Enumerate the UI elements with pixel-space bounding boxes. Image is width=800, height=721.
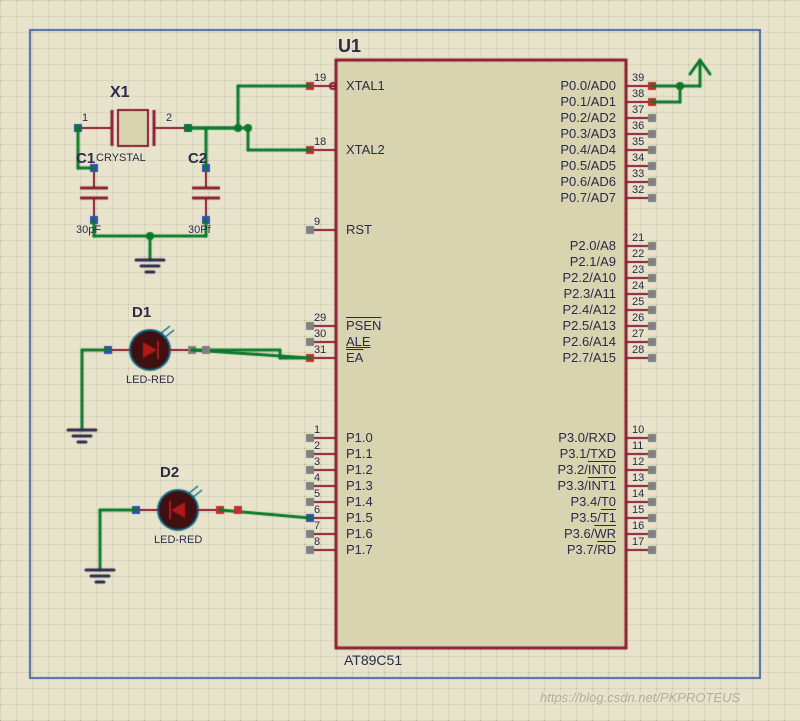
pin-num: 38 (632, 88, 644, 100)
pin-label: P2.0/A8 (570, 238, 616, 253)
pin-num: 34 (632, 152, 644, 164)
pin-label: P0.2/AD2 (560, 110, 616, 125)
pin-num: 3 (314, 456, 320, 468)
pin-num: 4 (314, 472, 320, 484)
pin-label: P3.6/WR (564, 526, 616, 541)
pin-label: P1.0 (346, 430, 373, 445)
pin-label: P3.4/T0 (570, 494, 616, 509)
pin-label: P2.1/A9 (570, 254, 616, 269)
pin-label: P1.2 (346, 462, 373, 477)
pin-label: P3.1/TXD (560, 446, 616, 461)
watermark: https://blog.csdn.net/PKPROTEUS (540, 690, 740, 705)
pin-num: 28 (632, 344, 644, 356)
pin-label: P0.5/AD5 (560, 158, 616, 173)
pin-num: 24 (632, 280, 644, 292)
pin-label: P3.3/INT1 (557, 478, 616, 493)
crystal-refdes: X1 (110, 84, 130, 102)
pin-num: 5 (314, 488, 320, 500)
pin-label: P3.2/INT0 (557, 462, 616, 477)
cap-refdes: C2 (188, 150, 207, 167)
pin-label: ALE (346, 334, 371, 349)
pin-num: 29 (314, 312, 326, 324)
pin-label: P0.4/AD4 (560, 142, 616, 157)
pin-num: 22 (632, 248, 644, 260)
pin-label: XTAL2 (346, 142, 385, 157)
pin-num: 2 (314, 440, 320, 452)
pin-num: 18 (314, 136, 326, 148)
pin-label: P1.5 (346, 510, 373, 525)
led-label: LED-RED (154, 534, 202, 546)
crystal-label: CRYSTAL (96, 152, 146, 164)
cap-refdes: C1 (76, 150, 95, 167)
pin-label: P0.0/AD0 (560, 78, 616, 93)
pin-label: P0.7/AD7 (560, 190, 616, 205)
pin-label: P2.2/A10 (563, 270, 617, 285)
schematic-canvas (0, 0, 800, 721)
pin-label: P0.6/AD6 (560, 174, 616, 189)
pin-num: 1 (314, 424, 320, 436)
cap-value: 30pF (76, 224, 101, 236)
pin-label: P3.7/RD (567, 542, 616, 557)
pin-num: 32 (632, 184, 644, 196)
cap-value: 30Pf (188, 224, 211, 236)
pin-label: P2.6/A14 (563, 334, 617, 349)
pin-label: RST (346, 222, 372, 237)
pin-num: 14 (632, 488, 644, 500)
pin-num: 8 (314, 536, 320, 548)
led-refdes: D1 (132, 304, 151, 321)
chip-refdes: U1 (338, 36, 361, 57)
pin-num: 37 (632, 104, 644, 116)
pin-label: P2.7/A15 (563, 350, 617, 365)
pin-num: 21 (632, 232, 644, 244)
pin-num: 13 (632, 472, 644, 484)
pin-label: EA (346, 350, 363, 365)
pin-num: 10 (632, 424, 644, 436)
pin-label: P0.3/AD3 (560, 126, 616, 141)
pin-label: XTAL1 (346, 78, 385, 93)
pin-label: P2.5/A13 (563, 318, 617, 333)
pin-num: 36 (632, 120, 644, 132)
led-label: LED-RED (126, 374, 174, 386)
chip-partname: AT89C51 (344, 652, 402, 668)
pin-num: 35 (632, 136, 644, 148)
pin-label: P2.4/A12 (563, 302, 617, 317)
led-refdes: D2 (160, 464, 179, 481)
pin-label: P2.3/A11 (563, 286, 616, 301)
pin-num: 27 (632, 328, 644, 340)
pin-label: PSEN (346, 318, 381, 333)
pin-num: 33 (632, 168, 644, 180)
pin-label: P1.6 (346, 526, 373, 541)
pin-num: 39 (632, 72, 644, 84)
pin-label: P3.0/RXD (558, 430, 616, 445)
pin-label: P0.1/AD1 (560, 94, 616, 109)
pin-num: 19 (314, 72, 326, 84)
pin-num: 12 (632, 456, 644, 468)
pin-num: 9 (314, 216, 320, 228)
pin-num: 16 (632, 520, 644, 532)
pin-label: P1.3 (346, 478, 373, 493)
pin-num: 25 (632, 296, 644, 308)
pin-num: 15 (632, 504, 644, 516)
pin-num: 30 (314, 328, 326, 340)
pin-num: 7 (314, 520, 320, 532)
pin-label: P3.5/T1 (570, 510, 616, 525)
pin-num: 17 (632, 536, 644, 548)
pin-label: P1.7 (346, 542, 373, 557)
pin-num: 6 (314, 504, 320, 516)
pin-label: P1.1 (346, 446, 373, 461)
pin-num: 11 (632, 440, 643, 452)
pin-num: 26 (632, 312, 644, 324)
pin-num: 23 (632, 264, 644, 276)
pin-num: 31 (314, 344, 326, 356)
pin-label: P1.4 (346, 494, 373, 509)
